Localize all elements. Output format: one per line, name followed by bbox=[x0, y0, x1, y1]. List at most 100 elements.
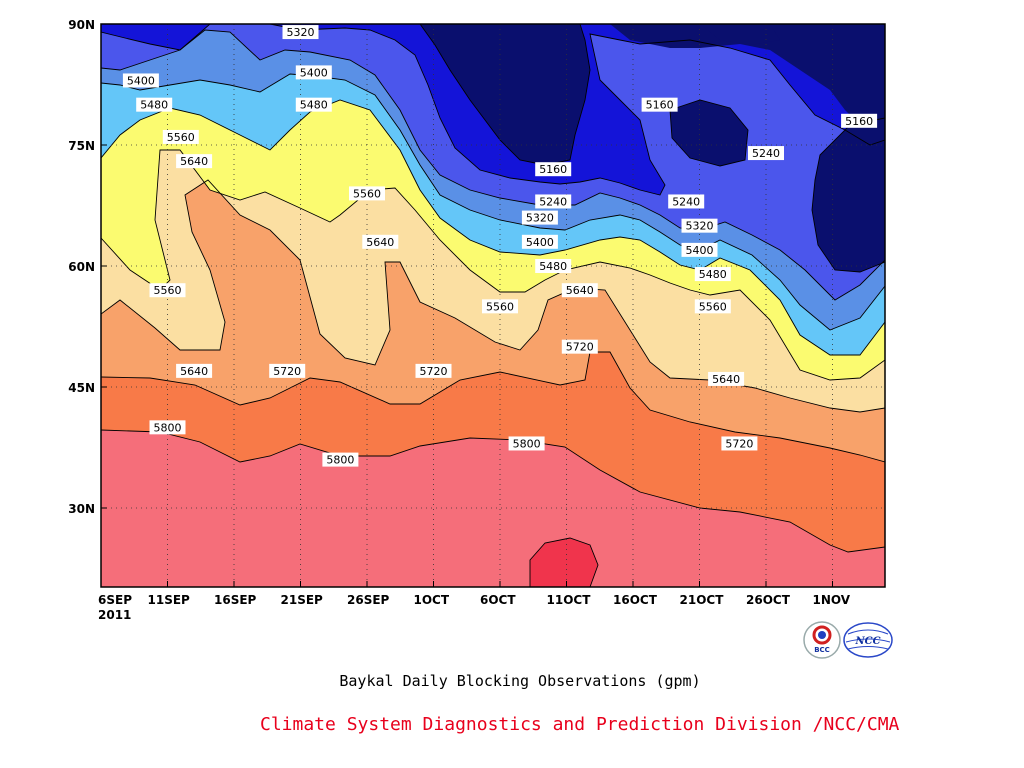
contour-line-5800 bbox=[101, 429, 885, 553]
x-tick-label: 6OCT bbox=[480, 593, 516, 607]
x-tick-label: 16OCT bbox=[613, 593, 658, 607]
contour-label-bg bbox=[708, 371, 745, 386]
contour-label-bg bbox=[322, 452, 359, 467]
axes: 6SEP 11SEP 16SEP 21SEP 26SEP 1OCT 6OCT 11OCT 16O… bbox=[68, 18, 851, 622]
contour-line-5320 bbox=[101, 29, 885, 301]
contour-label: 5400 bbox=[295, 65, 332, 80]
contour-label-bg bbox=[269, 363, 306, 378]
contour-label-bg bbox=[122, 73, 159, 88]
grid-lines bbox=[101, 24, 885, 587]
contour-label-bg bbox=[535, 194, 572, 209]
contour-label-text: 5320 bbox=[287, 26, 315, 39]
chart-title: Baykal Daily Blocking Observations (gpm) bbox=[339, 672, 701, 690]
contour-label: 5800 bbox=[322, 452, 359, 467]
x-tick-label: 21SEP bbox=[281, 593, 324, 607]
contour-label-text: 5640 bbox=[366, 236, 394, 249]
contour-label-text: 5320 bbox=[686, 220, 714, 233]
fill-band-below-5160-d bbox=[670, 100, 748, 166]
contour-label-text: 5240 bbox=[672, 195, 700, 208]
contour-line-5720 bbox=[101, 351, 885, 463]
contour-line-5480 bbox=[101, 99, 885, 356]
contour-label-bg bbox=[561, 283, 598, 298]
fill-band-5880 bbox=[530, 538, 598, 587]
contour-label-text: 5800 bbox=[513, 437, 541, 450]
contour-label-bg bbox=[295, 97, 332, 112]
x-tick-label: 26OCT bbox=[746, 593, 791, 607]
bcc-logo: BCC bbox=[803, 621, 841, 659]
contour-label-text: 5720 bbox=[725, 437, 753, 450]
contour-label-text: 5560 bbox=[353, 187, 381, 200]
contour-line-5160-c bbox=[811, 117, 885, 273]
x-tick-label: 16SEP bbox=[214, 593, 257, 607]
contour-label: 5480 bbox=[136, 97, 173, 112]
contour-label: 5400 bbox=[521, 234, 558, 249]
contour-label: 5480 bbox=[295, 97, 332, 112]
x-tick-label: 1NOV bbox=[813, 593, 851, 607]
contour-label-text: 5560 bbox=[486, 300, 514, 313]
footer-credit: Climate System Diagnostics and Predictio… bbox=[260, 714, 900, 735]
x-tick-label: 11SEP bbox=[148, 593, 191, 607]
contour-label-text: 5240 bbox=[752, 147, 780, 160]
contour-label-text: 5560 bbox=[699, 300, 727, 313]
contour-lines bbox=[101, 24, 885, 587]
contour-label: 5320 bbox=[681, 218, 718, 233]
contour-label-text: 5480 bbox=[699, 268, 727, 281]
x-tick-label: 1OCT bbox=[414, 593, 450, 607]
contour-line-5240 bbox=[101, 24, 885, 196]
contour-label-text: 5720 bbox=[420, 365, 448, 378]
contour-label-text: 5400 bbox=[686, 244, 714, 257]
contour-label-text: 5480 bbox=[539, 260, 567, 273]
contour-labels: 5320 5400 5400 5480 5480 5560 5640 5560 5640 5720… bbox=[122, 25, 878, 467]
contour-line-5160-a bbox=[419, 24, 591, 166]
contour-label-text: 5320 bbox=[526, 212, 554, 225]
contour-label-text: 5400 bbox=[526, 236, 554, 249]
contour-label: 5480 bbox=[535, 259, 572, 273]
contour-label: 5640 bbox=[176, 363, 213, 378]
contour-label-text: 5640 bbox=[712, 373, 740, 386]
contour-line-5560 bbox=[101, 149, 885, 381]
contour-label-bg bbox=[349, 186, 385, 201]
contour-label: 5400 bbox=[681, 242, 718, 257]
y-tick-label: 90N bbox=[68, 18, 95, 32]
contour-label-text: 5800 bbox=[326, 454, 354, 467]
contour-line-5880 bbox=[529, 537, 599, 587]
y-tick-label: 45N bbox=[68, 381, 95, 395]
x-tick-label: 26SEP bbox=[347, 593, 390, 607]
contour-label-text: 5160 bbox=[845, 115, 873, 128]
contour-label-text: 5240 bbox=[539, 195, 567, 208]
ncc-logo: NCC bbox=[843, 622, 893, 658]
plot-frame bbox=[100, 23, 886, 588]
contour-label-bg bbox=[694, 267, 731, 282]
contour-label: 5560 bbox=[694, 299, 731, 314]
contour-label: 5160 bbox=[535, 162, 572, 177]
contour-label-text: 5560 bbox=[154, 284, 182, 297]
contour-label: 5560 bbox=[149, 283, 186, 298]
y-tick-label: 30N bbox=[68, 502, 95, 516]
contour-label: 5800 bbox=[508, 436, 545, 451]
contour-label-text: 5720 bbox=[273, 365, 301, 378]
x-year-label: 2011 bbox=[98, 608, 131, 622]
contour-label: 5560 bbox=[482, 299, 518, 314]
contour-label-text: 5480 bbox=[300, 99, 328, 112]
contour-label: 5720 bbox=[269, 363, 306, 378]
x-tick-label: 21OCT bbox=[680, 593, 725, 607]
fill-band-below-5160-c bbox=[812, 118, 885, 272]
contour-label: 5640 bbox=[708, 371, 745, 386]
contour-label-bg bbox=[149, 420, 186, 435]
contour-label-bg bbox=[482, 299, 518, 314]
contour-label: 5720 bbox=[721, 436, 758, 451]
contour-label-text: 5160 bbox=[539, 163, 567, 176]
contour-label-text: 5720 bbox=[566, 341, 594, 354]
contour-label-bg bbox=[282, 25, 319, 40]
contour-label-bg bbox=[641, 97, 678, 112]
contour-label: 5640 bbox=[561, 283, 598, 298]
contour-label-bg bbox=[415, 363, 452, 378]
contour-label-bg bbox=[841, 113, 878, 128]
contour-label: 5720 bbox=[415, 363, 452, 378]
contour-label: 5560 bbox=[349, 186, 385, 201]
y-tick-label: 60N bbox=[68, 260, 95, 274]
contour-label-text: 5480 bbox=[140, 99, 168, 112]
contour-label: 5720 bbox=[561, 339, 598, 354]
contour-label: 5640 bbox=[362, 234, 399, 249]
